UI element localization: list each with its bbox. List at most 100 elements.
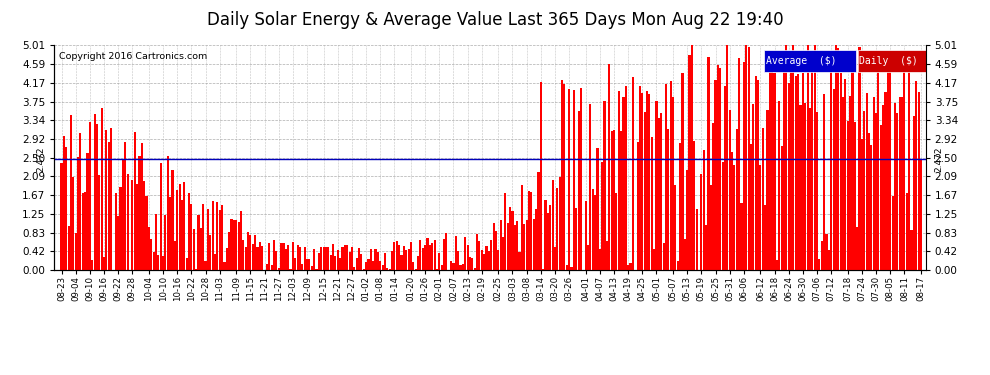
Bar: [473, 268, 476, 270]
Bar: [783, 64, 785, 270]
Bar: [304, 247, 306, 270]
Bar: [372, 261, 374, 270]
Bar: [623, 97, 625, 270]
Bar: [82, 192, 84, 270]
Bar: [724, 86, 726, 270]
Bar: [719, 68, 722, 270]
Bar: [228, 232, 231, 270]
Bar: [178, 184, 180, 270]
Bar: [521, 185, 523, 270]
Bar: [231, 219, 233, 270]
Bar: [906, 193, 908, 270]
Bar: [546, 213, 549, 270]
Bar: [205, 261, 207, 270]
Bar: [611, 130, 613, 270]
Bar: [377, 252, 379, 270]
Bar: [490, 240, 492, 270]
Bar: [792, 45, 795, 270]
Bar: [164, 215, 166, 270]
Bar: [454, 236, 456, 270]
Bar: [766, 110, 768, 270]
Bar: [543, 269, 545, 270]
Bar: [625, 86, 627, 270]
Bar: [519, 252, 521, 270]
Bar: [761, 128, 764, 270]
Bar: [209, 235, 211, 270]
Bar: [185, 258, 188, 270]
Bar: [797, 74, 799, 270]
Bar: [507, 223, 509, 270]
Bar: [911, 230, 913, 270]
Bar: [790, 59, 792, 270]
Bar: [381, 265, 384, 270]
Bar: [452, 264, 454, 270]
Bar: [459, 264, 461, 270]
Bar: [856, 226, 858, 270]
Bar: [828, 251, 830, 270]
Bar: [637, 142, 639, 270]
Bar: [174, 241, 176, 270]
Bar: [653, 249, 655, 270]
Bar: [764, 50, 856, 72]
Bar: [93, 114, 96, 270]
Bar: [858, 47, 860, 270]
Bar: [320, 247, 323, 270]
Bar: [226, 248, 228, 270]
Bar: [693, 141, 695, 270]
Bar: [712, 123, 714, 270]
Bar: [254, 235, 256, 270]
Bar: [101, 108, 103, 270]
Bar: [136, 184, 139, 270]
Bar: [400, 255, 403, 270]
Bar: [606, 241, 608, 270]
Bar: [316, 269, 318, 270]
Bar: [585, 201, 587, 270]
Bar: [270, 265, 272, 270]
Bar: [396, 241, 398, 270]
Bar: [684, 239, 686, 270]
Bar: [139, 156, 141, 270]
Bar: [84, 192, 86, 270]
Bar: [193, 229, 195, 270]
Bar: [736, 129, 738, 270]
Bar: [681, 73, 683, 270]
Bar: [785, 45, 787, 270]
Bar: [478, 241, 480, 270]
Bar: [731, 152, 734, 270]
Bar: [280, 243, 282, 270]
Bar: [190, 204, 192, 270]
Bar: [74, 233, 77, 270]
Bar: [294, 258, 296, 270]
Bar: [674, 185, 676, 270]
Bar: [325, 247, 327, 270]
Bar: [853, 122, 856, 270]
Bar: [348, 252, 350, 270]
Bar: [162, 256, 164, 270]
Bar: [236, 220, 238, 270]
Bar: [471, 258, 473, 270]
Bar: [616, 193, 618, 270]
Bar: [734, 165, 736, 270]
Bar: [216, 202, 219, 270]
Bar: [528, 191, 530, 270]
Bar: [632, 77, 634, 270]
Bar: [577, 111, 580, 270]
Bar: [764, 205, 766, 270]
Text: Daily  ($): Daily ($): [859, 56, 918, 66]
Bar: [556, 188, 558, 270]
Bar: [466, 245, 468, 270]
Bar: [391, 251, 393, 270]
Bar: [464, 237, 466, 270]
Bar: [171, 170, 173, 270]
Bar: [903, 54, 906, 270]
Bar: [868, 132, 870, 270]
Text: Copyright 2016 Cartronics.com: Copyright 2016 Cartronics.com: [58, 52, 207, 61]
Bar: [450, 261, 452, 270]
Bar: [752, 105, 754, 270]
Bar: [346, 245, 348, 270]
Bar: [599, 249, 601, 270]
Bar: [393, 243, 395, 270]
Bar: [275, 251, 277, 270]
Bar: [561, 80, 563, 270]
Bar: [646, 91, 648, 270]
